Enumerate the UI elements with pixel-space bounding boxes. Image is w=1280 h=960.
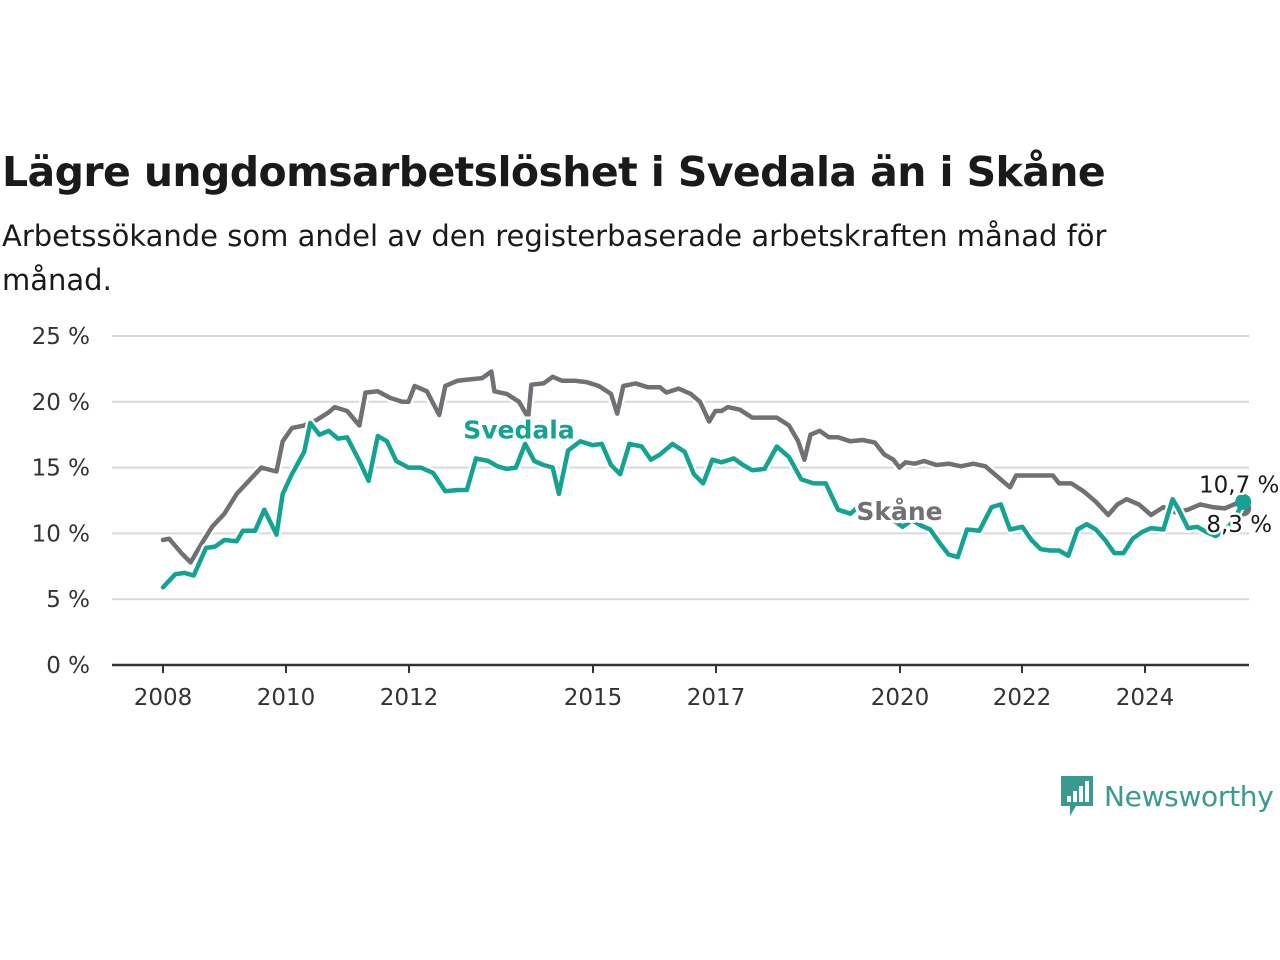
end-value-label: 10,7 %: [1199, 472, 1279, 498]
y-tick-label: 20 %: [32, 390, 90, 416]
series-label-skåne: Skåne: [856, 497, 942, 526]
series-halo: [158, 418, 1248, 592]
x-tick-label: 2020: [871, 685, 930, 711]
x-tick-label: 2024: [1116, 685, 1175, 711]
line-chart: 0 % 5 % 10 % 15 % 20 % 25 % 2008 2010 2012 2015 20…: [32, 324, 1280, 711]
axes: 0 % 5 % 10 % 15 % 20 % 25 % 2008 2010 2012 2015 20…: [32, 324, 1249, 711]
series-labels: Skåne 10,7 % Svedala 8,3 %: [460, 413, 1280, 541]
logo-text: Newsworthy: [1104, 779, 1274, 813]
newsworthy-logo[interactable]: Newsworthy: [1058, 774, 1274, 818]
x-tick-label: 2017: [687, 685, 746, 711]
y-tick-label: 5 %: [46, 587, 90, 613]
series-line-svedala: [160, 420, 1246, 590]
newsworthy-logo-icon: [1061, 776, 1093, 816]
x-tick-label: 2015: [564, 685, 623, 711]
y-tick-label: 0 %: [46, 653, 90, 679]
end-value-label: 8,3 %: [1206, 512, 1272, 538]
y-tick-label: 25 %: [32, 324, 90, 350]
series-label-svedala: Svedala: [463, 416, 574, 445]
grid-lines: [112, 335, 1249, 601]
chart-subtitle: Arbetssökande som andel av den registerb…: [2, 219, 1107, 297]
x-tick-label: 2012: [380, 685, 439, 711]
y-tick-label: 10 %: [32, 521, 90, 547]
series-end-dot: [1235, 493, 1252, 510]
series-line-skåne: [160, 369, 1246, 565]
y-tick-label: 15 %: [32, 456, 90, 482]
x-tick-label: 2008: [134, 685, 193, 711]
x-tick-label: 2022: [993, 685, 1052, 711]
series-lines: [158, 367, 1252, 592]
x-tick-label: 2010: [257, 685, 316, 711]
chart-title: Lägre ungdomsarbetslöshet i Svedala än i…: [2, 148, 1106, 196]
